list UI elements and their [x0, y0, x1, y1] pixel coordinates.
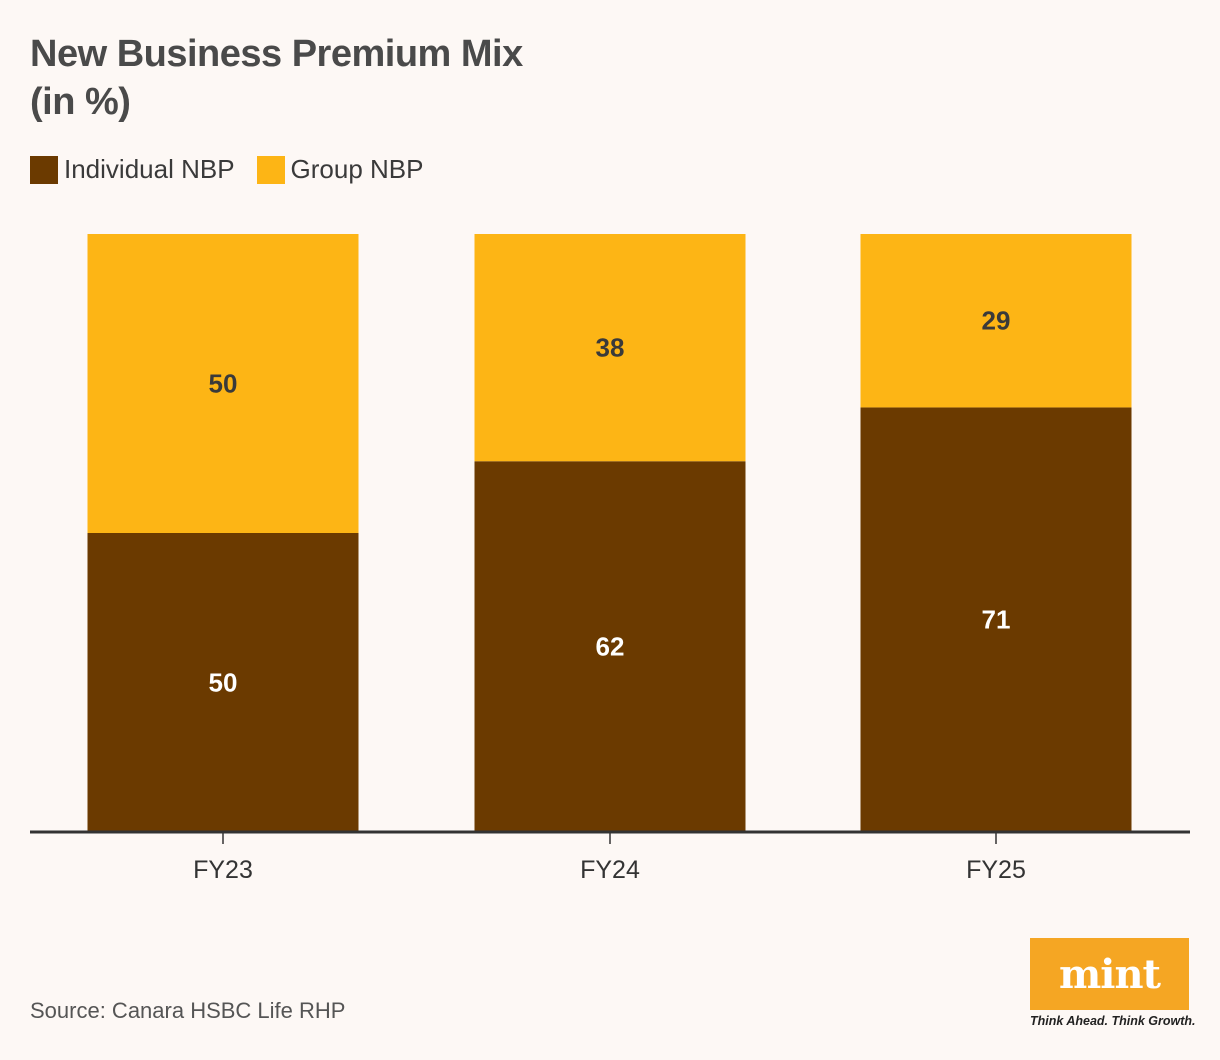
- logo-tagline: Think Ahead. Think Growth.: [1030, 1014, 1196, 1028]
- legend: Individual NBP Group NBP: [30, 154, 446, 185]
- mint-logo-text: mint: [1058, 950, 1161, 998]
- bar-group-nbp-fy23: [87, 234, 359, 533]
- data-label-group-nbp-fy23: 50: [209, 369, 238, 399]
- x-tick-label-fy23: FY23: [193, 856, 253, 884]
- data-label-individual-nbp-fy24: 62: [596, 632, 625, 662]
- bar-individual-nbp-fy25: [860, 407, 1132, 832]
- x-tick-label-fy25: FY25: [966, 856, 1026, 884]
- data-label-individual-nbp-fy23: 50: [209, 668, 238, 698]
- legend-item-group: Group NBP: [256, 154, 424, 185]
- data-label-individual-nbp-fy25: 71: [982, 605, 1011, 635]
- chart-title-line2: (in %): [30, 81, 131, 123]
- legend-swatch-group: [256, 155, 285, 184]
- mint-logo: mint: [1030, 938, 1189, 1010]
- bar-group-nbp-fy25: [860, 234, 1132, 408]
- legend-swatch-individual: [30, 155, 58, 184]
- legend-item-individual: Individual NBP: [30, 154, 235, 185]
- source-note: Source: Canara HSBC Life RHP: [30, 998, 346, 1023]
- chart-title: New Business Premium Mix (in %): [30, 30, 523, 126]
- bar-individual-nbp-fy23: [87, 533, 359, 832]
- legend-label-individual: Individual NBP: [64, 154, 235, 184]
- bar-group-nbp-fy24: [474, 234, 746, 462]
- x-tick-label-fy24: FY24: [580, 856, 640, 884]
- data-label-group-nbp-fy24: 38: [596, 333, 625, 363]
- data-label-group-nbp-fy25: 29: [982, 306, 1011, 336]
- chart-title-line1: New Business Premium Mix: [30, 33, 523, 75]
- bar-individual-nbp-fy24: [474, 461, 746, 832]
- legend-label-group: Group NBP: [290, 154, 424, 184]
